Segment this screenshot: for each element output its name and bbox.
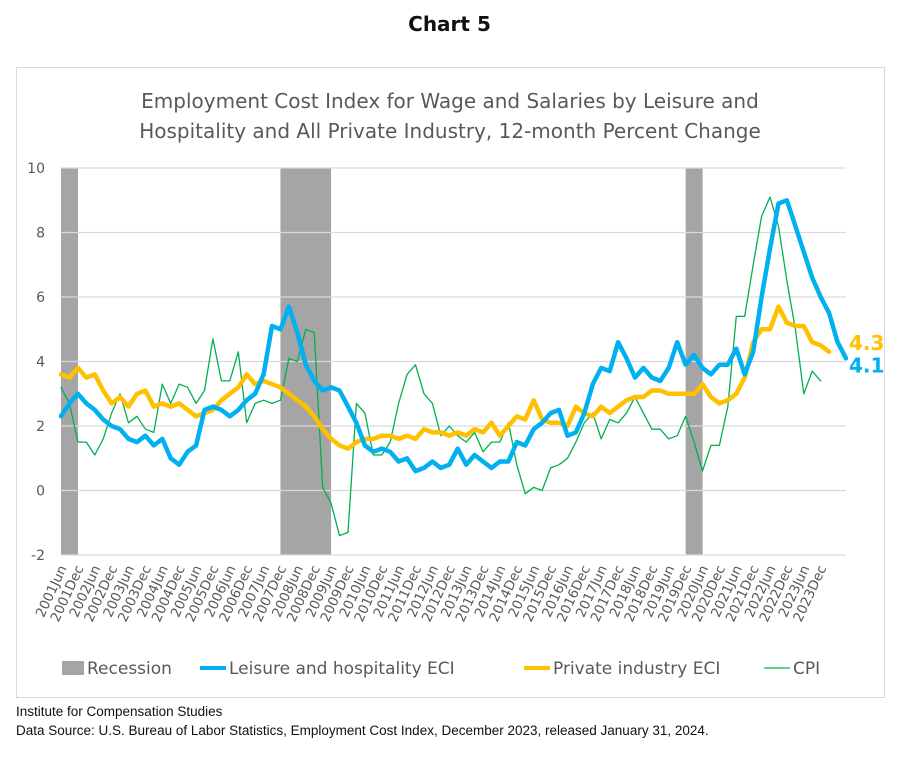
footer-source: Data Source: U.S. Bureau of Labor Statis… — [16, 723, 709, 738]
y-tick-label: 6 — [36, 290, 45, 306]
legend-swatch-recession — [62, 661, 84, 675]
end-labels: 4.14.3 — [849, 331, 884, 377]
leisure-and-hospitality-eci-line — [58, 198, 849, 474]
gridlines — [61, 167, 846, 556]
y-axis: -2 0 2 4 6 8 10 — [27, 161, 45, 564]
legend-label: Leisure and hospitality ECI — [229, 659, 455, 679]
page-heading: Chart 5 — [408, 12, 491, 36]
y-tick-label: 8 — [36, 226, 45, 242]
series-lines — [58, 196, 849, 537]
legend-label: Recession — [87, 659, 172, 679]
legend-label: Private industry ECI — [553, 659, 720, 679]
chart-title-line-1: Employment Cost Index for Wage and Salar… — [141, 89, 759, 113]
y-tick-label: -2 — [31, 548, 45, 564]
y-tick-label: 2 — [36, 419, 45, 435]
end-label: 4.1 — [849, 353, 884, 377]
legend-label: CPI — [793, 659, 820, 679]
private-industry-eci-line — [58, 304, 832, 451]
legend: Recession Leisure and hospitality ECI Priv… — [62, 659, 820, 679]
chart-title: Employment Cost Index for Wage and Salar… — [139, 89, 761, 143]
chart-title-line-2: Hospitality and All Private Industry, 12… — [139, 119, 761, 143]
y-tick-label: 4 — [36, 355, 45, 371]
x-axis: 2001Jun2001Dec2002Jun2002Dec2003Jun2003D… — [33, 563, 831, 625]
y-tick-label: 0 — [36, 484, 45, 500]
end-label: 4.3 — [849, 331, 884, 355]
y-tick-label: 10 — [27, 161, 45, 177]
footer-organization: Institute for Compensation Studies — [16, 704, 223, 719]
cpi-line — [60, 196, 822, 537]
